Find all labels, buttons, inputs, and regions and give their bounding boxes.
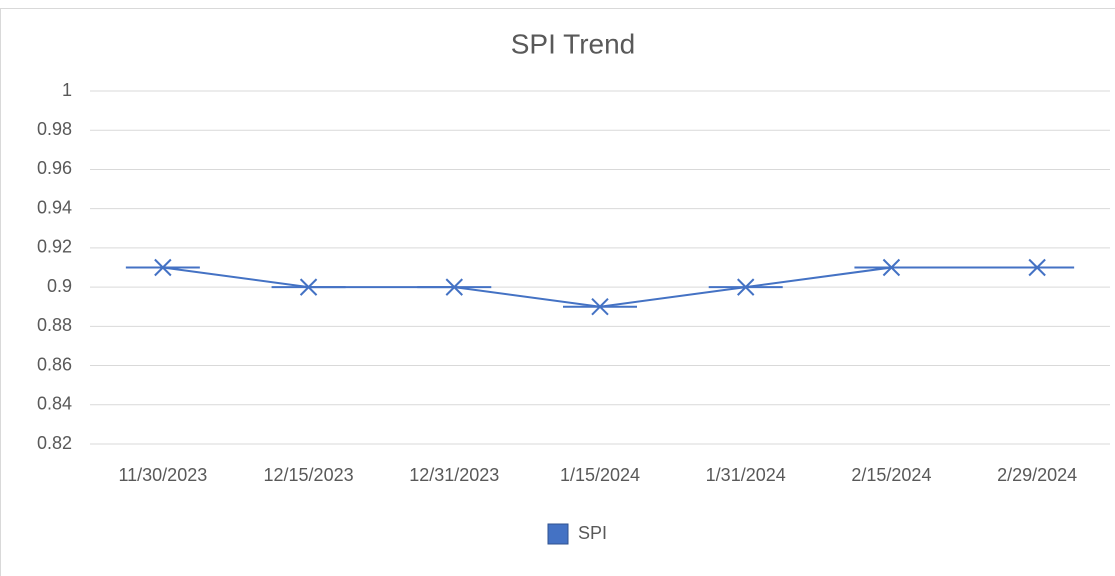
y-tick-label: 0.96 bbox=[37, 158, 72, 178]
point-marker bbox=[708, 278, 783, 296]
x-tick-label: 2/29/2024 bbox=[997, 465, 1077, 485]
y-tick-label: 0.88 bbox=[37, 315, 72, 335]
y-tick-label: 0.82 bbox=[37, 433, 72, 453]
legend-label: SPI bbox=[578, 523, 607, 543]
y-tick-label: 0.94 bbox=[37, 197, 72, 217]
point-marker bbox=[271, 278, 346, 296]
y-tick-label: 0.84 bbox=[37, 394, 72, 414]
chart-title: SPI Trend bbox=[511, 28, 636, 59]
chart-frame bbox=[0, 8, 1115, 576]
x-tick-label: 12/31/2023 bbox=[409, 465, 499, 485]
y-tick-label: 0.86 bbox=[37, 354, 72, 374]
y-tick-label: 1 bbox=[62, 80, 72, 100]
point-marker bbox=[563, 298, 637, 316]
x-tick-label: 2/15/2024 bbox=[851, 465, 931, 485]
point-marker bbox=[417, 278, 492, 296]
y-tick-label: 0.9 bbox=[47, 276, 72, 296]
y-tick-label: 0.92 bbox=[37, 237, 72, 257]
point-marker bbox=[1000, 258, 1075, 277]
legend-swatch bbox=[547, 523, 569, 545]
point-marker bbox=[854, 258, 929, 277]
x-tick-label: 1/15/2024 bbox=[560, 465, 640, 485]
x-tick-label: 12/15/2023 bbox=[264, 465, 354, 485]
point-marker bbox=[125, 258, 200, 277]
y-tick-label: 0.98 bbox=[37, 119, 72, 139]
x-tick-label: 11/30/2023 bbox=[118, 465, 207, 485]
x-tick-label: 1/31/2024 bbox=[706, 465, 786, 485]
